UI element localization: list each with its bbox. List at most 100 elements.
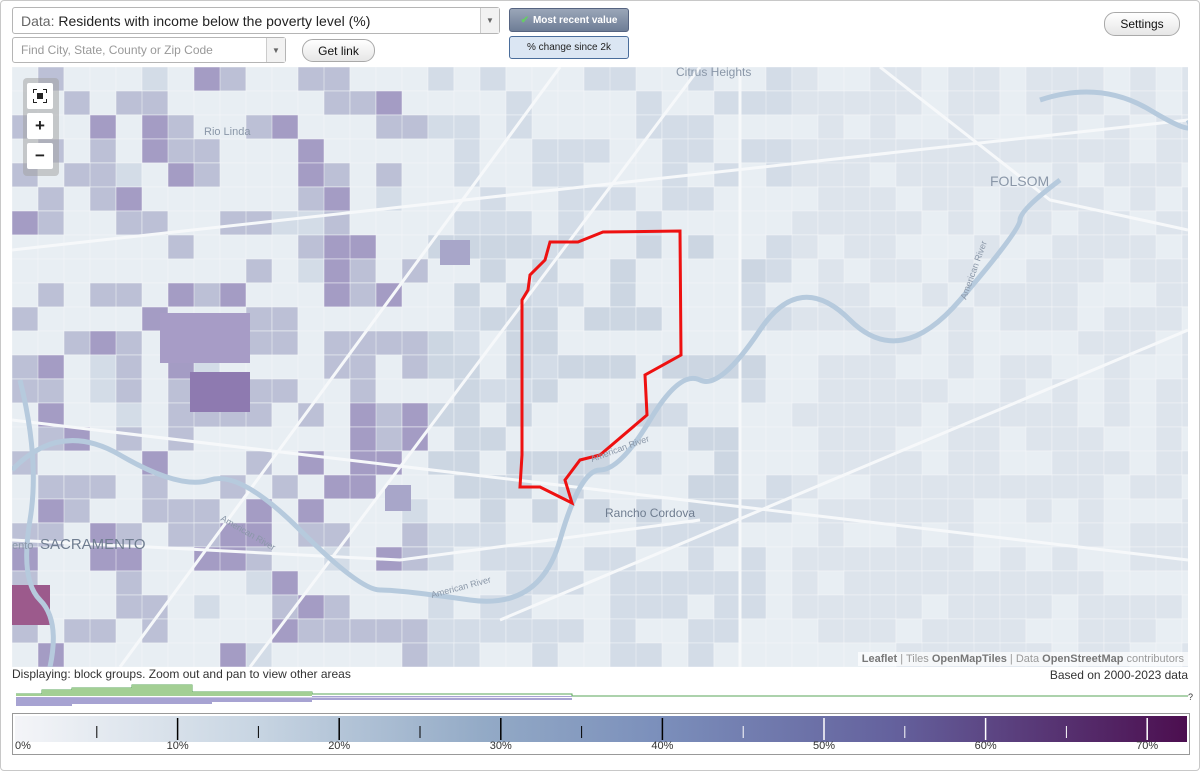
block-group <box>479 354 507 380</box>
block-group <box>973 546 1001 572</box>
block-group <box>245 402 273 428</box>
block-group <box>843 67 871 92</box>
block-group <box>1181 162 1188 188</box>
block-group <box>791 378 819 404</box>
block-group <box>12 258 39 284</box>
block-group <box>453 90 481 116</box>
block-group <box>661 234 689 260</box>
fullscreen-button[interactable] <box>27 83 53 109</box>
block-group <box>1155 186 1183 212</box>
block-group <box>947 90 975 116</box>
block-group <box>869 138 897 164</box>
block-group <box>895 402 923 428</box>
block-group <box>1051 138 1079 164</box>
block-group <box>505 67 533 92</box>
block-group <box>323 618 351 644</box>
block-group <box>63 378 91 404</box>
block-group <box>479 162 507 188</box>
block-group <box>713 186 741 212</box>
block-group <box>531 450 559 476</box>
block-group <box>531 426 559 452</box>
block-group <box>1103 330 1131 356</box>
block-group <box>349 186 377 212</box>
map[interactable]: Citrus Heights Rio Linda FOLSOM SACRAMEN… <box>12 67 1188 667</box>
block-group <box>401 282 429 308</box>
attribution-leaflet[interactable]: Leaflet <box>861 653 898 665</box>
block-group <box>1103 474 1131 500</box>
block-group <box>271 546 299 572</box>
block-group <box>401 162 429 188</box>
legend-label: 40% <box>651 740 674 752</box>
block-group <box>1103 186 1131 212</box>
block-group <box>1025 306 1053 332</box>
block-group <box>141 402 169 428</box>
block-group <box>1077 258 1105 284</box>
block-group <box>89 450 117 476</box>
block-group <box>1077 282 1105 308</box>
block-group <box>37 330 65 356</box>
block-group <box>609 234 637 260</box>
zoom-out-button[interactable]: − <box>27 143 53 169</box>
block-group <box>1103 67 1131 92</box>
attribution-tiles[interactable]: OpenMapTiles <box>931 653 1007 665</box>
block-group <box>713 402 741 428</box>
get-link-button[interactable]: Get link <box>302 39 375 62</box>
block-group <box>349 90 377 116</box>
block-group <box>297 114 325 140</box>
block-group <box>1155 258 1183 284</box>
settings-button[interactable]: Settings <box>1104 12 1180 36</box>
block-group <box>635 186 663 212</box>
block-group <box>1155 67 1183 92</box>
block-group <box>661 330 689 356</box>
block-group <box>921 210 949 236</box>
block-group <box>271 258 299 284</box>
block-group <box>921 402 949 428</box>
block-group <box>323 642 351 667</box>
block-group <box>427 330 455 356</box>
block-group <box>427 546 455 572</box>
block-group <box>1129 354 1157 380</box>
block-group <box>63 570 91 596</box>
attribution-text: contributors <box>1126 653 1184 665</box>
block-group <box>167 90 195 116</box>
block-group <box>817 618 845 644</box>
block-group <box>713 378 741 404</box>
block-group <box>765 378 793 404</box>
search-box[interactable]: Find City, State, County or Zip Code ▼ <box>12 37 286 63</box>
data-select[interactable]: Data: Residents with income below the po… <box>12 7 500 34</box>
block-group <box>245 67 273 92</box>
block-group <box>843 282 871 308</box>
zoom-in-button[interactable]: + <box>27 113 53 139</box>
block-group <box>271 162 299 188</box>
block-group <box>973 67 1001 92</box>
attribution-data[interactable]: OpenStreetMap <box>1042 653 1124 665</box>
block-group <box>687 282 715 308</box>
block-group <box>895 618 923 644</box>
block-group <box>791 186 819 212</box>
block-group <box>1155 90 1183 116</box>
block-group <box>947 210 975 236</box>
block-group <box>63 402 91 428</box>
block-group <box>713 642 741 667</box>
block-group <box>167 618 195 644</box>
block-group <box>687 402 715 428</box>
question-mark[interactable]: ? <box>1188 692 1193 702</box>
block-group <box>1025 450 1053 476</box>
rivers <box>12 89 1188 667</box>
block-group <box>219 186 247 212</box>
pct-change-toggle[interactable]: % change since 2k <box>509 36 629 59</box>
block-group <box>271 402 299 428</box>
block-group <box>583 114 611 140</box>
block-group <box>1025 378 1053 404</box>
block-group <box>531 90 559 116</box>
block-group <box>245 90 273 116</box>
block-group <box>115 258 143 284</box>
block-group <box>89 642 117 667</box>
legend-scale <box>12 713 1190 755</box>
most-recent-toggle[interactable]: ✔ Most recent value <box>509 8 629 32</box>
block-group <box>1129 378 1157 404</box>
block-group <box>843 186 871 212</box>
block-group <box>297 90 325 116</box>
block-group <box>479 498 507 524</box>
block-group <box>999 138 1027 164</box>
